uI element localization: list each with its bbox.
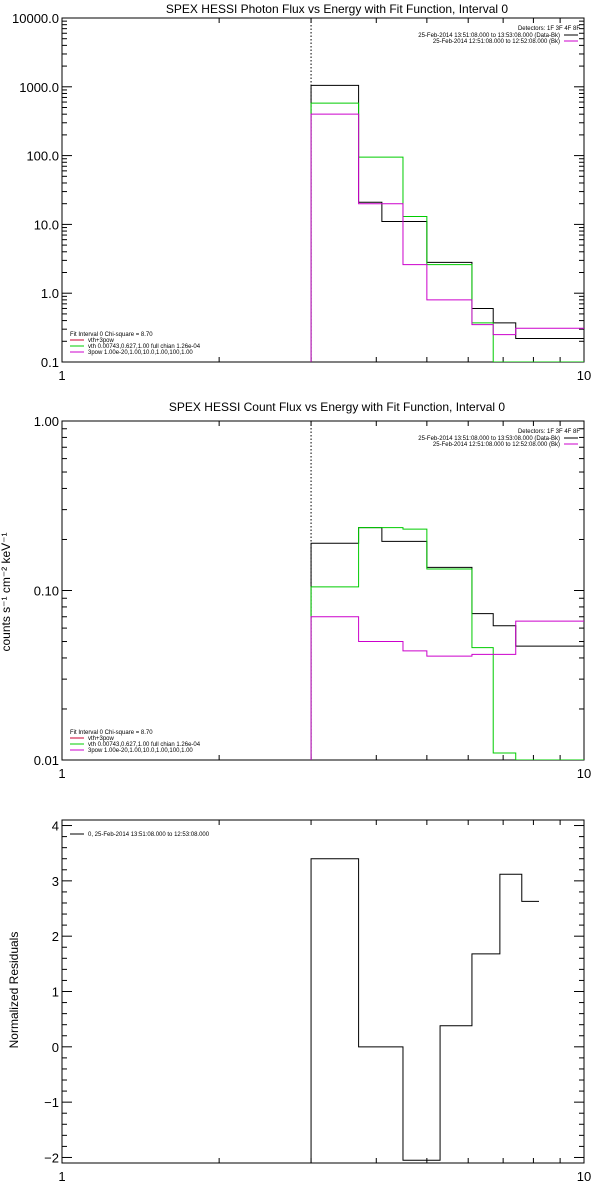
legend-entry-text: vth+3pow [88, 736, 115, 742]
series-group [310, 527, 584, 760]
y-tick-label: 100.0 [26, 149, 59, 164]
series-group [310, 858, 540, 1163]
y-tick-label: 1 [52, 985, 59, 1000]
residuals-panel: Normalized Residuals 1 10 −2 −1 0 1 2 3 4 0, 25-F… [7, 819, 591, 1184]
legend-entry-text: 25-Feb-2014 12:51:08.000 to 12:52:08.000… [433, 442, 560, 448]
x-tick-label: 1 [58, 766, 65, 781]
legend-entry-text: 25-Feb-2014 12:51:08.000 to 12:52:08.000… [433, 39, 560, 45]
y-tick-label: 0.01 [34, 753, 59, 768]
legend-entry-text: 3pow 1.00e-20,1.00,10.0,1.00,100,1.00 [88, 350, 193, 356]
series-0-line [310, 527, 584, 760]
series-1-line [310, 527, 584, 760]
series-0-line [310, 84, 584, 362]
y-axis-label: counts s⁻¹ cm⁻² keV⁻¹ [0, 532, 13, 651]
legend-entry-text: vth 0.00743,0.627,1.00 full chian 1.26e-… [88, 742, 201, 748]
x-tick-label: 10 [577, 368, 591, 383]
plot-frame [61, 819, 585, 1164]
y-tick-label: 4 [52, 819, 59, 834]
chart-title: SPEX HESSI Photon Flux vs Energy with Fi… [166, 2, 508, 16]
plot-frame [61, 17, 585, 363]
legend-entry-text: 25-Feb-2014 13:51:08.000 to 13:53:08.000… [418, 33, 560, 39]
y-tick-label: 0.1 [41, 355, 59, 370]
series-0-line [310, 858, 540, 1163]
y-tick-label: 1.00 [34, 414, 59, 429]
y-tick-label: 2 [52, 929, 59, 944]
y-tick-label: 10000.0 [12, 11, 59, 26]
legend-entry-text: 0, 25-Feb-2014 13:51:08.000 to 12:53:08.… [88, 832, 210, 838]
chart-title: SPEX HESSI Count Flux vs Energy with Fit… [169, 400, 505, 414]
y-tick-label: 0.10 [34, 584, 59, 599]
y-tick-label: −2 [44, 1150, 59, 1165]
plot-frame [61, 420, 585, 761]
y-tick-label: 0 [52, 1040, 59, 1055]
fit-info-text: Fit Interval 0 Chi-square = 8.70 [70, 332, 153, 338]
legend-entry-text: vth 0.00743,0.627,1.00 full chian 1.26e-… [88, 344, 201, 350]
x-tick-label: 1 [58, 368, 65, 383]
series-2-line [310, 113, 584, 362]
fit-info-text: Fit Interval 0 Chi-square = 8.70 [70, 730, 153, 736]
legend-entry-text: 25-Feb-2014 13:51:08.000 to 13:53:08.000… [418, 436, 560, 442]
legend-entry-text: vth+3pow [88, 338, 115, 344]
y-axis-label: Normalized Residuals [7, 932, 21, 1049]
detectors-label: Detectors: 1F 3F 4F 8F [518, 429, 580, 435]
series-2-line [310, 616, 584, 760]
y-tick-label: 1.0 [41, 286, 59, 301]
y-tick-label: 3 [52, 874, 59, 889]
y-tick-label: 10.0 [34, 217, 59, 232]
x-tick-label: 10 [577, 1169, 591, 1184]
count-flux-panel: SPEX HESSI Count Flux vs Energy with Fit… [0, 400, 591, 781]
y-tick-label: −1 [44, 1095, 59, 1110]
legend-entry-text: 3pow 1.00e-20,1.00,10.0,1.00,100,1.00 [88, 748, 193, 754]
series-1-line [310, 102, 584, 362]
x-tick-label: 10 [577, 766, 591, 781]
series-group [310, 84, 584, 362]
photon-flux-panel: SPEX HESSI Photon Flux vs Energy with Fi… [12, 2, 591, 383]
y-tick-label: 1000.0 [19, 80, 59, 95]
x-tick-label: 1 [58, 1169, 65, 1184]
detectors-label: Detectors: 1F 3F 4F 8F [518, 26, 580, 32]
